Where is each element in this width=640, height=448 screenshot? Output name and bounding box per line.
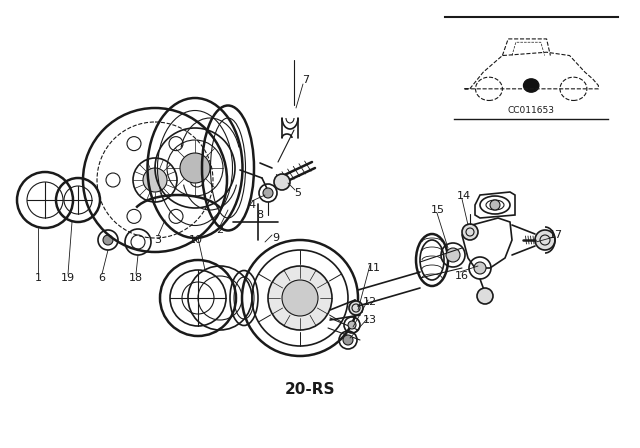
Text: 4: 4	[248, 200, 255, 210]
Circle shape	[477, 288, 493, 304]
Circle shape	[348, 321, 356, 329]
Text: 17: 17	[549, 230, 563, 240]
Text: 13: 13	[363, 315, 377, 325]
Circle shape	[446, 248, 460, 262]
Text: 10: 10	[189, 235, 203, 245]
Text: 6: 6	[99, 273, 106, 283]
Text: 7: 7	[303, 75, 310, 85]
Text: 12: 12	[363, 297, 377, 307]
Circle shape	[349, 301, 363, 315]
Circle shape	[474, 262, 486, 274]
Text: 20-RS: 20-RS	[285, 383, 335, 397]
Text: 11: 11	[367, 263, 381, 273]
Circle shape	[282, 280, 318, 316]
Text: 16: 16	[455, 271, 469, 281]
Circle shape	[268, 266, 332, 330]
Circle shape	[462, 224, 478, 240]
Circle shape	[274, 174, 290, 190]
Text: 2: 2	[216, 225, 223, 235]
Text: 15: 15	[431, 205, 445, 215]
Text: 8: 8	[257, 210, 264, 220]
Circle shape	[263, 188, 273, 198]
Text: 9: 9	[273, 233, 280, 243]
Text: 18: 18	[129, 273, 143, 283]
Circle shape	[343, 335, 353, 345]
Circle shape	[103, 235, 113, 245]
Circle shape	[490, 200, 500, 210]
Text: 3: 3	[154, 235, 161, 245]
Text: 19: 19	[61, 273, 75, 283]
Circle shape	[143, 168, 167, 192]
Text: 1: 1	[35, 273, 42, 283]
Text: 14: 14	[457, 191, 471, 201]
Circle shape	[180, 153, 210, 183]
Circle shape	[535, 230, 555, 250]
Text: 5: 5	[294, 188, 301, 198]
